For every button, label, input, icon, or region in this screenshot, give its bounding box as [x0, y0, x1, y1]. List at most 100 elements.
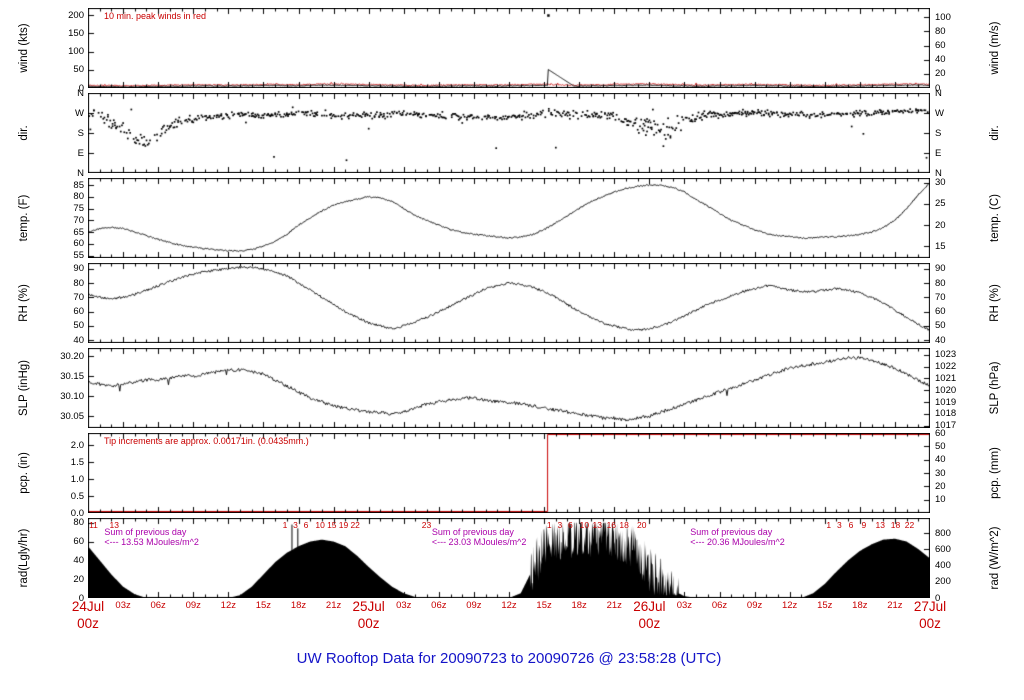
- ytick-right-wind: 80: [935, 25, 946, 37]
- ytick-right-pcp: 20: [935, 480, 946, 492]
- x-day-sublabel: 00z: [919, 616, 941, 631]
- ytick-right-rad: 800: [935, 527, 951, 539]
- ytick-right-rh: 60: [935, 306, 946, 318]
- ytick-left-pcp: 0.0: [70, 507, 84, 519]
- rad-cumsum-label: 10: [315, 520, 325, 530]
- x-hour-label: 18z: [290, 600, 307, 611]
- rad-cumsum-label: 6: [567, 520, 573, 530]
- x-hour-label: 03z: [396, 600, 412, 611]
- panel-annotation-wind: 10 min. peak winds in red: [104, 11, 207, 21]
- ytick-left-rh: 70: [73, 291, 84, 303]
- rad-sum-annotation: Sum of previous day <--- 13.53 MJoules/m^…: [104, 527, 199, 547]
- ytick-left-temp: 75: [73, 203, 84, 215]
- ytick-left-pcp: 1.5: [70, 456, 84, 468]
- ytick-left-rh: 40: [73, 334, 84, 346]
- x-hour-label: 03z: [115, 600, 131, 611]
- ytick-left-pcp: 1.0: [70, 473, 84, 485]
- x-hour-label: 15z: [817, 600, 833, 611]
- x-hour-label: 21z: [606, 600, 622, 611]
- rad-cumsum-label: 3: [836, 520, 842, 530]
- ytick-left-rad: 60: [73, 536, 84, 548]
- ytick-left-slp: 30.20: [60, 350, 84, 362]
- ytick-left-pcp: 2.0: [70, 439, 84, 451]
- rad-cumsum-label: 18: [890, 520, 901, 530]
- rad-cumsum-label: 18: [619, 520, 629, 530]
- ytick-right-temp: 25: [935, 198, 946, 210]
- x-hour-label: 15z: [255, 600, 272, 611]
- x-day-label: 25Jul: [352, 599, 385, 614]
- rad-cumsum-label: 19: [338, 520, 349, 530]
- x-hour-label: 21z: [887, 600, 903, 611]
- ytick-right-pcp: 60: [935, 427, 946, 439]
- panel-plot-dir: [88, 93, 930, 173]
- x-hour-label: 09z: [466, 600, 482, 611]
- x-day-label: 24Jul: [71, 599, 105, 614]
- ytick-left-wind: 50: [73, 64, 84, 76]
- rad-sum-annotation: Sum of previous day <--- 20.36 MJoules/m^…: [690, 527, 785, 547]
- rad-cumsum-label: 3: [293, 520, 298, 530]
- rad-cumsum-label: 15: [327, 520, 337, 530]
- ytick-left-rh: 80: [73, 277, 84, 289]
- ytick-left-rad: 0: [78, 592, 84, 604]
- x-day-sublabel: 00z: [638, 616, 661, 631]
- ytick-left-wind: 0: [78, 82, 84, 94]
- ytick-right-wind: 100: [935, 11, 951, 23]
- ytick-right-dir: N: [935, 167, 942, 179]
- ytick-left-rh: 90: [73, 263, 84, 275]
- rad-cumsum-label: 6: [848, 520, 854, 530]
- ytick-right-rh: 70: [935, 291, 946, 303]
- ytick-left-temp: 65: [73, 226, 84, 238]
- ytick-right-wind: 60: [935, 40, 946, 52]
- ytick-right-rh: 50: [935, 320, 946, 332]
- ytick-left-rad: 20: [73, 573, 84, 585]
- ytick-left-dir: S: [77, 127, 84, 139]
- x-hour-label: 09z: [185, 600, 201, 611]
- ytick-right-wind: 0: [935, 82, 941, 94]
- ytick-left-pcp: 0.5: [70, 490, 84, 502]
- ytick-right-dir: N: [935, 87, 942, 99]
- rad-cumsum-label: 13: [875, 520, 885, 530]
- ytick-right-wind: 20: [935, 68, 946, 80]
- ytick-right-rad: 400: [935, 560, 951, 572]
- ytick-left-slp: 30.10: [60, 390, 84, 402]
- rad-cumsum-label: 1: [546, 520, 552, 530]
- ytick-left-slp: 30.15: [60, 370, 84, 382]
- panel-plot-slp: [88, 348, 930, 428]
- rad-cumsum-label: 11: [89, 520, 98, 530]
- ytick-right-rad: 0: [935, 592, 941, 604]
- x-hour-label: 06z: [150, 600, 166, 611]
- ytick-left-wind: 100: [68, 46, 84, 58]
- rad-cumsum-label: 3: [557, 520, 563, 530]
- ytick-right-slp: 1019: [935, 396, 957, 408]
- rad-cumsum-label: 13: [592, 520, 602, 530]
- x-day-label: 27Jul: [913, 599, 947, 614]
- rad-cumsum-label: 10: [579, 520, 590, 530]
- ytick-right-pcp: 50: [935, 440, 946, 452]
- ytick-left-slp: 30.05: [60, 410, 84, 422]
- ytick-right-rh: 90: [935, 263, 946, 275]
- ytick-left-dir: N: [77, 167, 84, 179]
- ytick-right-slp: 1020: [935, 384, 957, 396]
- ytick-right-dir: W: [935, 107, 944, 119]
- panel-plot-wind: [88, 8, 930, 88]
- ytick-left-temp: 80: [73, 191, 84, 203]
- x-day-sublabel: 00z: [357, 616, 380, 631]
- ytick-left-dir: E: [77, 147, 84, 159]
- ytick-right-slp: 1022: [935, 361, 957, 373]
- ytick-right-rh: 80: [935, 277, 946, 289]
- ytick-left-temp: 55: [73, 250, 84, 262]
- x-hour-label: 06z: [431, 600, 447, 611]
- panel-plot-pcp: [88, 433, 930, 513]
- x-hour-label: 09z: [746, 600, 763, 611]
- panel-plot-rad: [88, 518, 930, 598]
- x-hour-label: 12z: [220, 600, 236, 611]
- rad-cumsum-label: 1: [826, 520, 832, 530]
- rad-sum-annotation: Sum of previous day <--- 23.03 MJoules/m^…: [431, 527, 527, 547]
- ytick-right-dir: E: [935, 147, 942, 159]
- ytick-right-slp: 1018: [935, 408, 957, 420]
- x-hour-label: 18z: [571, 600, 587, 611]
- ytick-right-pcp: 30: [935, 467, 946, 479]
- ytick-left-rh: 60: [73, 306, 84, 318]
- rad-cumsum-label: 23: [421, 520, 432, 530]
